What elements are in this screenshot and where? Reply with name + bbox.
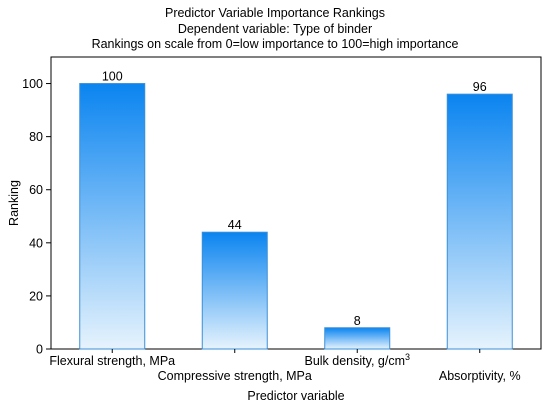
plot-frame [50,56,542,350]
x-category-superscript: 3 [405,352,410,362]
chart-subtitle-1: Dependent variable: Type of binder [178,22,372,36]
y-tick-label: 20 [29,289,43,303]
y-axis: 0 20 40 60 80 100 [22,77,51,357]
y-axis-title: Ranking [7,180,21,226]
bar [446,93,513,350]
y-tick-label: 60 [29,183,43,197]
x-category-label: Absorptivity, % [439,369,521,383]
bar-data-label: 96 [473,80,487,94]
y-tick-label: 40 [29,236,43,250]
bars [79,83,513,350]
x-category-label: Bulk density, g/cm3 [304,352,410,368]
bar-data-label: 100 [102,70,123,84]
bar-labels: 100 44 8 96 [102,70,487,328]
y-tick-label: 0 [36,343,43,357]
x-category-label: Compressive strength, MPa [158,369,312,383]
x-axis-title: Predictor variable [247,389,344,403]
bar [79,83,146,350]
bar-data-label: 8 [354,314,361,328]
bar-data-label: 44 [228,218,242,232]
x-category-text: Absorptivity, % [439,369,521,383]
x-category-text: Bulk density, g/cm [304,354,405,368]
chart-subtitle-2: Rankings on scale from 0=low importance … [92,37,459,51]
bar [324,327,391,350]
chart-title: Predictor Variable Importance Rankings [165,6,385,20]
bar [201,231,268,350]
y-tick-label: 100 [22,77,43,91]
y-tick-label: 80 [29,130,43,144]
x-category-text: Flexural strength, MPa [49,354,175,368]
x-category-label: Flexural strength, MPa [49,354,175,368]
x-category-text: Compressive strength, MPa [158,369,312,383]
